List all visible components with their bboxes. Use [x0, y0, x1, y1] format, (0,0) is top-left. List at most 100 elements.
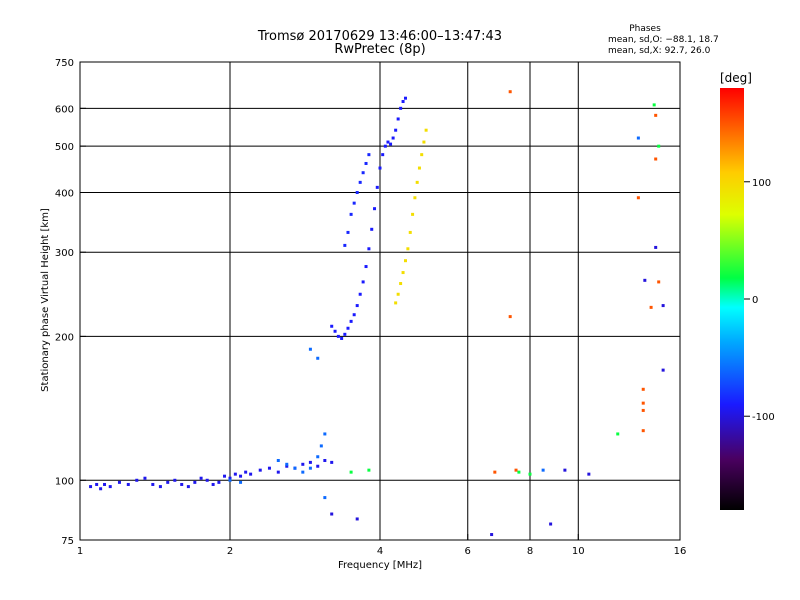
- data-point: [389, 142, 393, 146]
- data-point: [364, 265, 368, 269]
- x-axis-label: Frequency [MHz]: [338, 560, 422, 571]
- stats-header: Phases: [629, 24, 661, 34]
- stats-line-x: mean, sd,X: 92.7, 26.0: [608, 46, 711, 56]
- y-tick-label: 500: [55, 142, 74, 153]
- data-point: [641, 401, 645, 405]
- data-point: [508, 90, 512, 94]
- data-point: [323, 496, 327, 500]
- data-point: [249, 472, 253, 476]
- data-point: [166, 480, 170, 484]
- data-point: [541, 468, 545, 472]
- data-point: [514, 468, 518, 472]
- data-point: [403, 259, 407, 263]
- data-point: [641, 387, 645, 391]
- data-point: [193, 480, 197, 484]
- data-point: [103, 482, 107, 486]
- data-point: [308, 347, 312, 351]
- data-point: [370, 227, 374, 231]
- data-point: [355, 190, 359, 194]
- data-point: [358, 292, 362, 296]
- data-point: [391, 136, 395, 140]
- data-point: [649, 305, 653, 309]
- y-tick-label: 100: [55, 476, 74, 487]
- data-point: [361, 280, 365, 284]
- data-point: [654, 157, 658, 161]
- data-point: [528, 472, 532, 476]
- data-point: [355, 304, 359, 308]
- data-point: [652, 103, 656, 107]
- data-point: [641, 408, 645, 412]
- y-tick-label: 400: [55, 188, 74, 199]
- data-point: [661, 304, 665, 308]
- x-tick-label: 2: [227, 546, 233, 557]
- y-tick-label: 750: [55, 58, 74, 69]
- data-point: [316, 455, 320, 459]
- colorbar-tick-label: -100: [752, 412, 775, 423]
- data-point: [657, 280, 661, 284]
- data-point: [316, 464, 320, 468]
- colorbar-label: [deg]: [720, 71, 752, 85]
- data-point: [657, 144, 661, 148]
- data-point: [367, 153, 371, 157]
- data-point: [343, 243, 347, 247]
- data-point: [293, 466, 297, 470]
- data-point: [180, 482, 184, 486]
- data-point: [641, 429, 645, 433]
- data-point: [643, 278, 647, 282]
- data-point: [308, 466, 312, 470]
- grid: [80, 62, 680, 540]
- colorbar-ticks: 100 0 -100: [744, 178, 775, 423]
- data-point: [549, 522, 553, 526]
- data-point: [244, 470, 248, 474]
- data-point: [323, 458, 327, 462]
- x-tick-label: 1: [77, 546, 83, 557]
- chart-subtitle: RwPretec (8p): [334, 42, 425, 57]
- data-point: [330, 512, 334, 516]
- data-point: [415, 180, 419, 184]
- chart-title: Tromsø 20170629 13:46:00–13:47:43: [257, 29, 502, 44]
- data-point: [424, 128, 428, 132]
- data-point: [330, 460, 334, 464]
- data-point: [517, 470, 521, 474]
- colorbar-tick-label: 0: [752, 295, 758, 306]
- data-point: [223, 474, 227, 478]
- data-point: [95, 482, 99, 486]
- data-point: [267, 466, 271, 470]
- data-point: [422, 140, 426, 144]
- data-point: [233, 472, 237, 476]
- data-point: [323, 432, 327, 436]
- data-point: [406, 247, 410, 251]
- data-point: [394, 301, 398, 305]
- data-point: [373, 207, 377, 211]
- data-point: [367, 468, 371, 472]
- data-point: [319, 444, 323, 448]
- data-point: [343, 332, 347, 336]
- data-point: [211, 482, 215, 486]
- data-point: [399, 282, 403, 286]
- data-point: [330, 324, 334, 328]
- y-tick-label: 300: [55, 248, 74, 259]
- data-point: [361, 171, 365, 175]
- data-point: [563, 468, 567, 472]
- data-point: [308, 460, 312, 464]
- data-point: [217, 480, 221, 484]
- data-point: [301, 470, 305, 474]
- data-point: [340, 336, 344, 340]
- x-tick-label: 4: [377, 546, 383, 557]
- colorbar-tick-label: 100: [752, 178, 771, 189]
- data-point: [636, 196, 640, 200]
- data-point: [151, 482, 155, 486]
- y-tick-label: 200: [55, 332, 74, 343]
- data-point: [399, 106, 403, 110]
- data-point: [411, 212, 415, 216]
- data-point: [417, 166, 421, 170]
- data-point: [99, 487, 103, 491]
- data-point: [239, 480, 243, 484]
- axis-ticks: 1 2 4 6 8 10 16 75 100 200 300 400 500 600 750: [55, 58, 686, 557]
- data-point: [493, 470, 497, 474]
- data-point: [143, 476, 147, 480]
- data-point: [258, 468, 262, 472]
- stats-line-o: mean, sd,O: −88.1, 18.7: [608, 35, 719, 45]
- data-point: [396, 292, 400, 296]
